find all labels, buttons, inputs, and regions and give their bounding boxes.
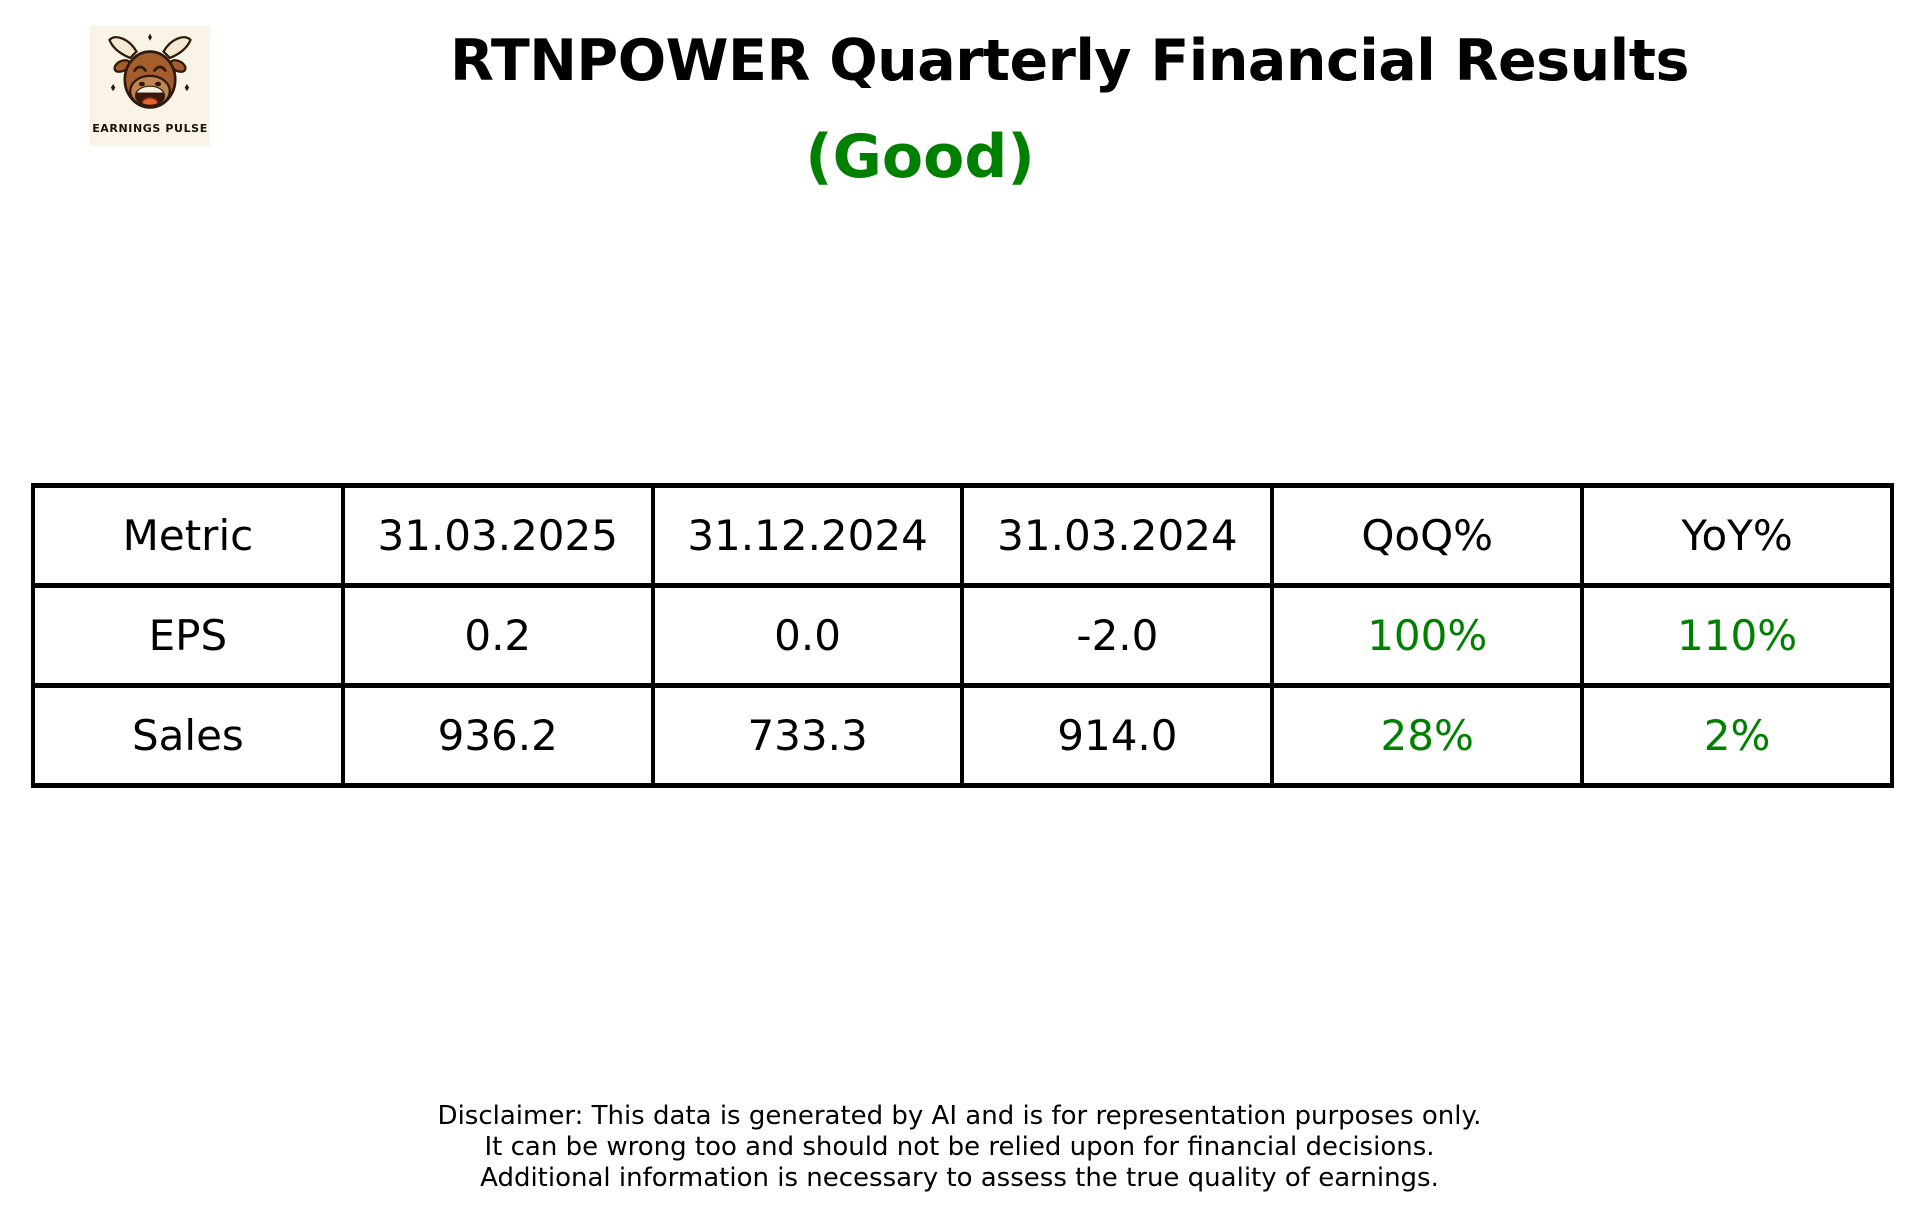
table-row-sales: Sales 936.2 733.3 914.0 28% 2% bbox=[31, 683, 1894, 788]
bull-icon bbox=[108, 33, 192, 109]
col-header-yoy: YoY% bbox=[1580, 483, 1894, 588]
sparkle-icon bbox=[148, 33, 152, 41]
earnings-pulse-logo: EARNINGS PULSE bbox=[90, 26, 210, 146]
verdict-label: (Good) bbox=[805, 122, 1035, 192]
sales-yoy-change: 2% bbox=[1580, 683, 1894, 788]
disclaimer: Disclaimer: This data is generated by AI… bbox=[0, 1101, 1919, 1194]
disclaimer-line: Additional information is necessary to a… bbox=[480, 1163, 1439, 1193]
logo-caption: EARNINGS PULSE bbox=[92, 122, 208, 135]
sales-year-ago: 914.0 bbox=[960, 683, 1275, 788]
sales-current: 936.2 bbox=[340, 683, 655, 788]
eps-qoq-change: 100% bbox=[1270, 583, 1585, 688]
col-header-current-quarter: 31.03.2025 bbox=[340, 483, 655, 588]
sparkle-icon bbox=[184, 84, 190, 92]
disclaimer-line: It can be wrong too and should not be re… bbox=[484, 1132, 1435, 1162]
col-header-previous-quarter: 31.12.2024 bbox=[650, 483, 965, 588]
eps-yoy-change: 110% bbox=[1580, 583, 1894, 688]
col-header-year-ago-quarter: 31.03.2024 bbox=[960, 483, 1275, 588]
eps-year-ago: -2.0 bbox=[960, 583, 1275, 688]
eps-previous: 0.0 bbox=[650, 583, 965, 688]
metric-label: EPS bbox=[31, 583, 345, 688]
eps-current: 0.2 bbox=[340, 583, 655, 688]
financial-results-table: Metric 31.03.2025 31.12.2024 31.03.2024 … bbox=[31, 483, 1894, 788]
table-row-eps: EPS 0.2 0.0 -2.0 100% 110% bbox=[31, 583, 1894, 688]
col-header-qoq: QoQ% bbox=[1270, 483, 1585, 588]
col-header-metric: Metric bbox=[31, 483, 345, 588]
sales-qoq-change: 28% bbox=[1270, 683, 1585, 788]
table-header-row: Metric 31.03.2025 31.12.2024 31.03.2024 … bbox=[31, 483, 1894, 588]
disclaimer-line: Disclaimer: This data is generated by AI… bbox=[437, 1101, 1482, 1131]
sparkle-icon bbox=[110, 84, 116, 92]
page-title: RTNPOWER Quarterly Financial Results bbox=[450, 28, 1689, 94]
metric-label: Sales bbox=[31, 683, 345, 788]
sales-previous: 733.3 bbox=[650, 683, 965, 788]
